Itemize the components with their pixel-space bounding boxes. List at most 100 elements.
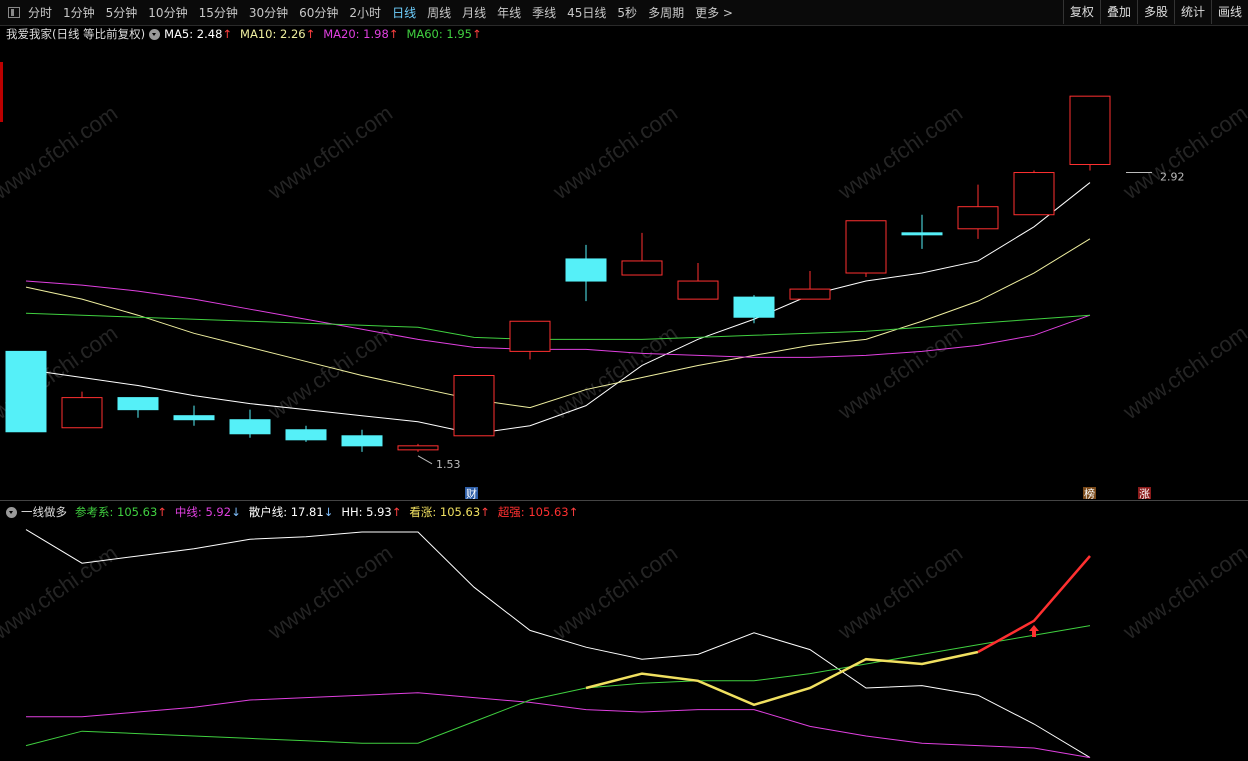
candle [5,350,47,433]
badge-bang-bg [1083,487,1096,499]
toolbar-button[interactable]: 统计 [1173,0,1211,24]
watermark-text: www.cfchi.com [548,100,682,204]
sub-dropdown-circle-icon[interactable] [6,507,17,518]
sub-legend-item: 参考系: 105.63↑ [75,505,167,519]
period-tab[interactable]: 10分钟 [148,6,188,20]
period-tab[interactable]: 季线 [532,6,557,20]
badge-zhang-bg [1138,487,1151,499]
panel-toggle-icon[interactable] [8,7,20,18]
period-tab[interactable]: 更多 > [695,6,733,20]
watermark-text: www.cfchi.com [263,100,397,204]
candle [173,415,215,421]
low-marker-label: 1.53 [436,458,461,471]
period-tab[interactable]: 5秒 [617,6,638,20]
ma-legend-item: MA20: 1.98↑ [323,27,398,41]
watermark-text: www.cfchi.com [0,100,122,204]
sub-legend-item: 看涨: 105.63↑ [409,505,489,519]
up-arrow-icon: ↑ [391,505,402,519]
sub-legend-value: 17.81 [290,505,324,519]
ma-line-ma60 [25,312,1091,340]
up-arrow-icon: ↑ [388,27,399,41]
ma-legend: MA5: 2.48↑ MA10: 2.26↑ MA20: 1.98↑ MA60: 1.… [164,27,490,41]
left-edge-marker [0,62,3,122]
sub-info-bar: 一线做多 参考系: 105.63↑ 中线: 5.92↓ 散户线: 17.81↓ HH: … [0,504,586,520]
main-info-bar: 我爱我家(日线 等比前复权) MA5: 2.48↑ MA10: 2.26↑ MA20:… [0,26,490,42]
watermark-text: www.cfchi.com [1118,320,1248,424]
sub-line [585,650,979,707]
ma-line-ma20 [25,280,1091,358]
badge-cai: 财 [466,487,477,501]
sub-indicator-legend: 参考系: 105.63↑ 中线: 5.92↓ 散户线: 17.81↓ HH: 5.93… [75,505,586,519]
period-tab[interactable]: 5分钟 [105,6,138,20]
candle [453,375,495,437]
toolbar-button[interactable]: 叠加 [1099,0,1137,24]
period-tab[interactable]: 15分钟 [198,6,238,20]
candle [117,397,159,411]
candle [285,429,327,441]
down-arrow-icon: ↓ [323,505,334,519]
period-tab[interactable]: 分时 [28,6,53,20]
candle [229,419,271,435]
toolbar-button[interactable]: 复权 [1062,0,1100,24]
up-arrow-icon: ↑ [472,27,482,41]
period-tab[interactable]: 1分钟 [63,6,95,20]
toolbar-button[interactable]: 画线 [1210,0,1248,24]
candle [677,280,719,300]
sub-legend-value: 105.63 [439,505,481,519]
watermark-text: www.cfchi.com [833,100,967,204]
sub-legend-label: 超强: [497,505,529,519]
sub-legend-value: 105.63 [528,505,569,519]
period-tab[interactable]: 30分钟 [248,6,289,20]
watermark-text: www.cfchi.com [263,540,397,644]
period-tab[interactable]: 日线 [392,6,417,20]
sub-line [26,692,1091,759]
up-arrow-icon: ↑ [222,27,233,41]
badge-cai-bg [465,487,478,499]
watermark-text: www.cfchi.com [263,320,397,424]
period-tab[interactable]: 多周期 [648,6,685,20]
sub-legend-value: 5.93 [366,505,392,519]
down-arrow-icon: ↓ [231,505,241,519]
candle [397,445,439,451]
ma-line-ma5 [25,182,1091,435]
candle [1069,95,1111,165]
stock-title: 我爱我家(日线 等比前复权) [6,27,146,41]
up-arrow-icon: ↑ [480,505,490,519]
candle [509,320,551,352]
sub-legend-item: 散户线: 17.81↓ [249,505,334,519]
sub-legend-label: 参考系: [75,505,118,519]
ma-line-ma10 [25,238,1091,409]
toolbar: 分时 1分钟 5分钟 10分钟 15分钟 30分钟 60分钟 2小时 日线 周线 月线 年线 季线 45日… [0,0,1248,26]
period-tab[interactable]: 周线 [427,6,452,20]
badge-bang: 榜 [1084,487,1095,501]
period-tab[interactable]: 年线 [497,6,522,20]
period-tab[interactable]: 45日线 [567,6,607,20]
candle [621,260,663,276]
ma-legend-text: MA5: 2.48 [164,27,223,41]
candle [733,296,775,318]
dropdown-circle-icon[interactable] [149,29,161,40]
ma-legend-item: MA10: 2.26↑ [240,27,315,41]
sub-line [25,625,1091,747]
candle [789,288,831,300]
candle [901,232,943,236]
toolbar-button[interactable]: 多股 [1136,0,1174,24]
period-tab[interactable]: 月线 [462,6,487,20]
period-tabs: 分时 1分钟 5分钟 10分钟 15分钟 30分钟 60分钟 2小时 日线 周线 月线 年线 季线 45日… [28,4,744,21]
period-tab[interactable]: 2小时 [349,6,382,20]
watermark-text: www.cfchi.com [548,320,682,424]
sub-legend-value: 5.92 [205,505,232,519]
watermark-text: www.cfchi.com [833,540,967,644]
ma-legend-text: MA10: 2.26 [240,27,306,41]
sub-legend-label: 看涨: [409,505,440,519]
sub-legend-item: 超强: 105.63↑ [498,505,578,519]
period-tab[interactable]: 60分钟 [299,6,339,20]
sub-legend-item: HH: 5.93↑ [341,505,401,519]
candle [61,397,103,429]
watermark-text: www.cfchi.com [0,540,122,644]
badge-zhang: 涨 [1139,488,1150,501]
signal-up-arrow-icon [1029,625,1039,637]
sub-legend-label: HH: [341,505,367,519]
panel-separator[interactable] [0,500,1248,501]
